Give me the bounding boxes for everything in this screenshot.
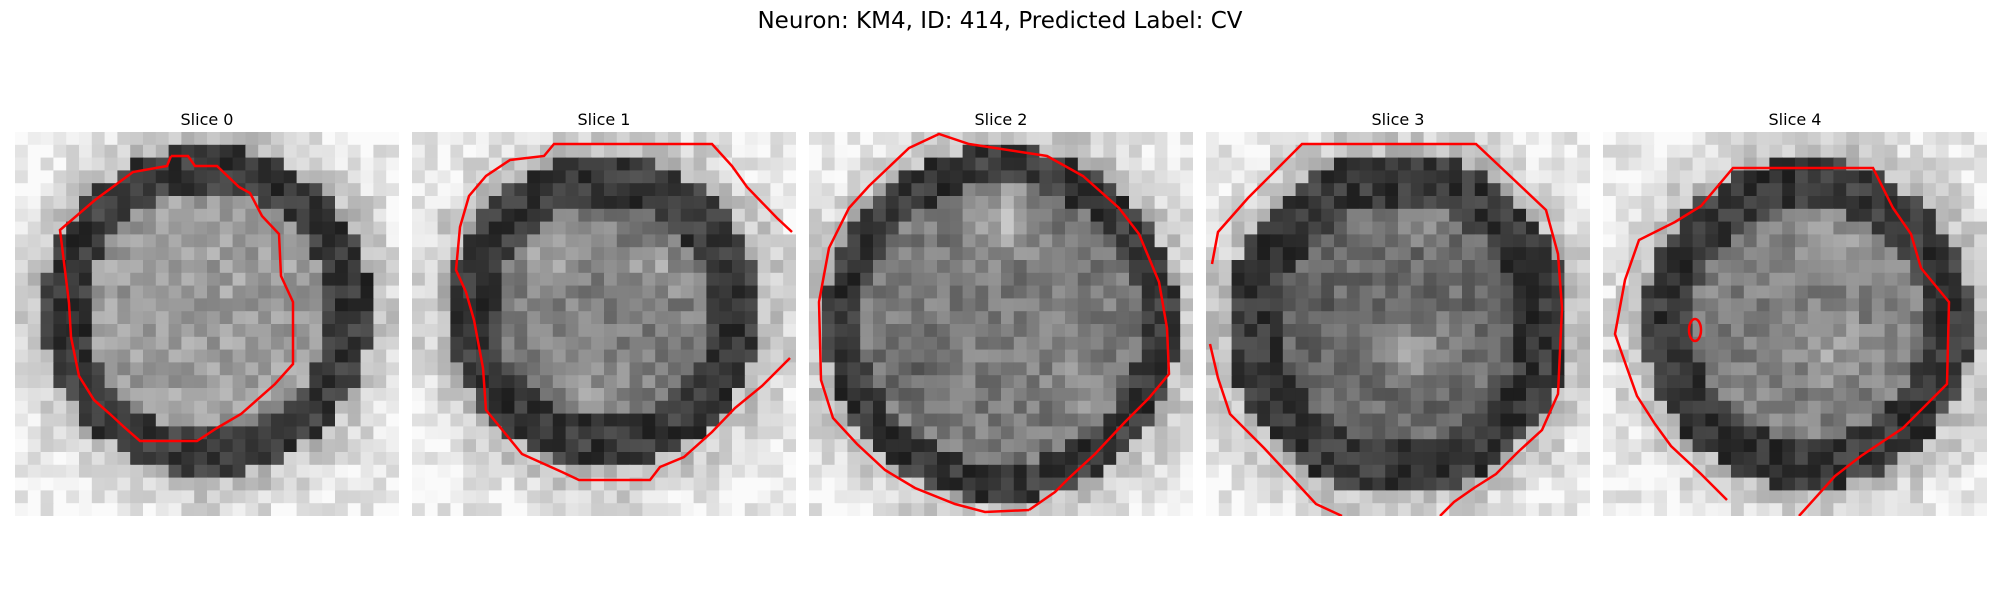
slice-image-0 <box>15 132 399 516</box>
contour-line <box>58 154 295 443</box>
slice-image-2 <box>809 132 1193 516</box>
contour-ellipse <box>1687 317 1703 343</box>
slice-panel-4: Slice 4 <box>1603 108 1987 516</box>
slice-title-1: Slice 1 <box>577 110 631 129</box>
slice-panel-1: Slice 1 <box>412 108 796 516</box>
contour-line <box>817 132 1171 514</box>
slice-title-4: Slice 4 <box>1768 110 1822 129</box>
slice-panel-2: Slice 2 <box>809 108 1193 516</box>
slice-image-3 <box>1206 132 1590 516</box>
slice-image-1 <box>412 132 796 516</box>
slice-title-3: Slice 3 <box>1371 110 1425 129</box>
slice-image-4 <box>1603 132 1987 516</box>
figure-title: Neuron: KM4, ID: 414, Predicted Label: C… <box>757 8 1243 34</box>
contour-line <box>454 142 793 482</box>
slice-panel-3: Slice 3 <box>1206 108 1590 516</box>
contour-line <box>1613 166 1951 516</box>
contour-line <box>1210 142 1564 516</box>
slice-panel-0: Slice 0 <box>15 108 399 516</box>
contour-line <box>1208 343 1343 516</box>
slice-title-0: Slice 0 <box>180 110 234 129</box>
slice-title-2: Slice 2 <box>974 110 1028 129</box>
